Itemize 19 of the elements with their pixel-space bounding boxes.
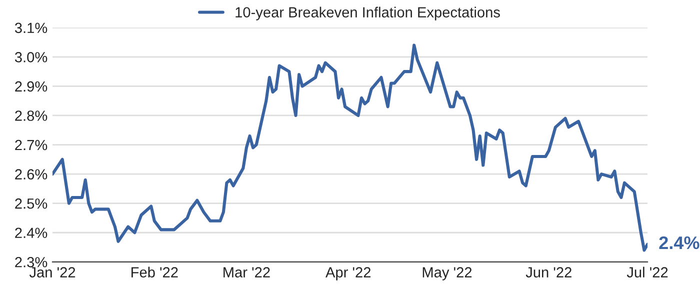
x-tick-label: Jun '22 [526,267,572,278]
x-tick-label: Apr '22 [326,267,370,280]
x-tick-label: May '22 [422,267,472,280]
y-tick-label: 3.0% [14,52,48,62]
annotation: 2.4% [659,236,700,250]
y-tick-label: 2.8% [15,110,48,121]
y-tick-label: 2.4% [15,228,48,238]
y-tick-label: 3.1% [14,22,48,34]
y-tick-label: 2.7% [15,140,48,150]
legend-label: 10-year Breakeven Inflation Expectations [236,6,500,20]
x-tick-label: Jan '22 [29,267,76,278]
x-tick-label: Mar '22 [224,267,270,278]
y-tick-label: 2.9% [15,81,48,92]
y-tick-label: 2.5% [15,198,48,209]
y-tick-label: 2.3% [15,257,48,268]
y-tick-label: 2.6% [15,169,48,180]
line-series [52,44,648,252]
x-tick-label: Jul '22 [626,266,668,278]
x-tick-label: Feb '22 [132,266,178,278]
